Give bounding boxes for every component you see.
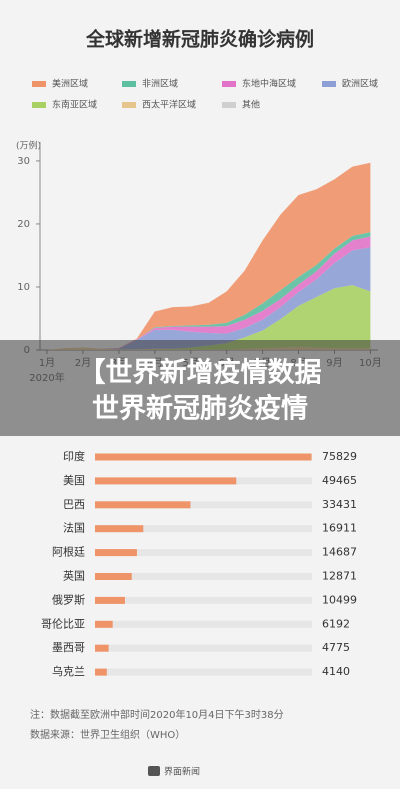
legend-label: 非洲区域 — [142, 78, 178, 90]
value-label: 10499 — [322, 593, 357, 606]
bar — [95, 596, 125, 604]
overlay-line: 世界新冠肺炎疫情 — [92, 393, 308, 425]
chart-title: 全球新增新冠肺炎确诊病例 — [85, 28, 314, 51]
legend-swatch — [32, 81, 46, 87]
value-label: 12871 — [322, 570, 357, 583]
bar-track — [95, 668, 312, 676]
bar — [95, 620, 113, 628]
bar-track — [95, 549, 312, 557]
category-label: 巴西 — [63, 498, 85, 511]
bar — [95, 501, 191, 509]
legend-label: 其他 — [242, 99, 260, 111]
bar — [95, 477, 237, 485]
category-label: 俄罗斯 — [52, 593, 85, 606]
area — [47, 162, 371, 350]
y-axis-label: (万例) — [16, 140, 41, 152]
note: 数据来源：世界卫生组织（WHO） — [30, 728, 185, 741]
category-label: 印度 — [63, 449, 85, 463]
legend-label: 西太平洋区域 — [142, 99, 196, 111]
footer: 界面新闻 — [164, 766, 200, 778]
legend-swatch — [322, 81, 336, 87]
bar-track — [95, 501, 312, 509]
area — [47, 247, 371, 350]
bar — [95, 525, 144, 533]
y-tick-label: 10 — [17, 282, 30, 293]
category-label: 法国 — [63, 521, 85, 535]
legend-swatch — [222, 102, 236, 108]
category-label: 英国 — [63, 569, 85, 583]
bar-track — [95, 620, 312, 628]
legend-label: 东南亚区域 — [52, 99, 97, 111]
bar — [95, 668, 107, 676]
category-label: 乌克兰 — [52, 664, 85, 678]
legend-swatch — [32, 102, 46, 108]
area — [47, 285, 371, 350]
legend-swatch — [122, 81, 136, 87]
value-label: 75829 — [322, 450, 357, 463]
legend-label: 东地中海区域 — [242, 78, 296, 90]
bar — [95, 453, 312, 461]
category-label: 墨西哥 — [52, 641, 85, 654]
value-label: 14687 — [322, 546, 357, 559]
value-label: 4140 — [322, 665, 350, 678]
bar-track — [95, 644, 312, 652]
bar — [95, 573, 132, 580]
bar-track — [95, 596, 312, 604]
overlay-band — [0, 340, 400, 436]
value-label: 6192 — [322, 617, 350, 630]
y-tick-label: 30 — [17, 156, 30, 167]
y-tick-label: 20 — [17, 219, 30, 230]
legend-swatch — [222, 81, 236, 87]
legend-label: 欧洲区域 — [342, 78, 378, 90]
category-label: 阿根廷 — [52, 545, 85, 559]
category-label: 美国 — [63, 474, 85, 487]
area — [47, 236, 371, 350]
bar — [95, 549, 137, 557]
overlay-line: 【世界新增疫情数据 — [79, 357, 322, 389]
bar — [95, 644, 109, 652]
area — [47, 232, 371, 350]
value-label: 33431 — [322, 498, 357, 511]
category-label: 哥伦比亚 — [41, 616, 85, 630]
legend-swatch — [122, 102, 136, 108]
logo-icon — [148, 766, 160, 776]
bar-track — [95, 525, 312, 533]
value-label: 16911 — [322, 522, 357, 535]
legend-label: 美洲区域 — [52, 78, 88, 90]
value-label: 4775 — [322, 641, 350, 654]
value-label: 49465 — [322, 474, 357, 487]
bar-track — [95, 573, 312, 580]
note: 注：数据截至欧洲中部时间2020年10月4日下午3时38分 — [30, 708, 284, 721]
